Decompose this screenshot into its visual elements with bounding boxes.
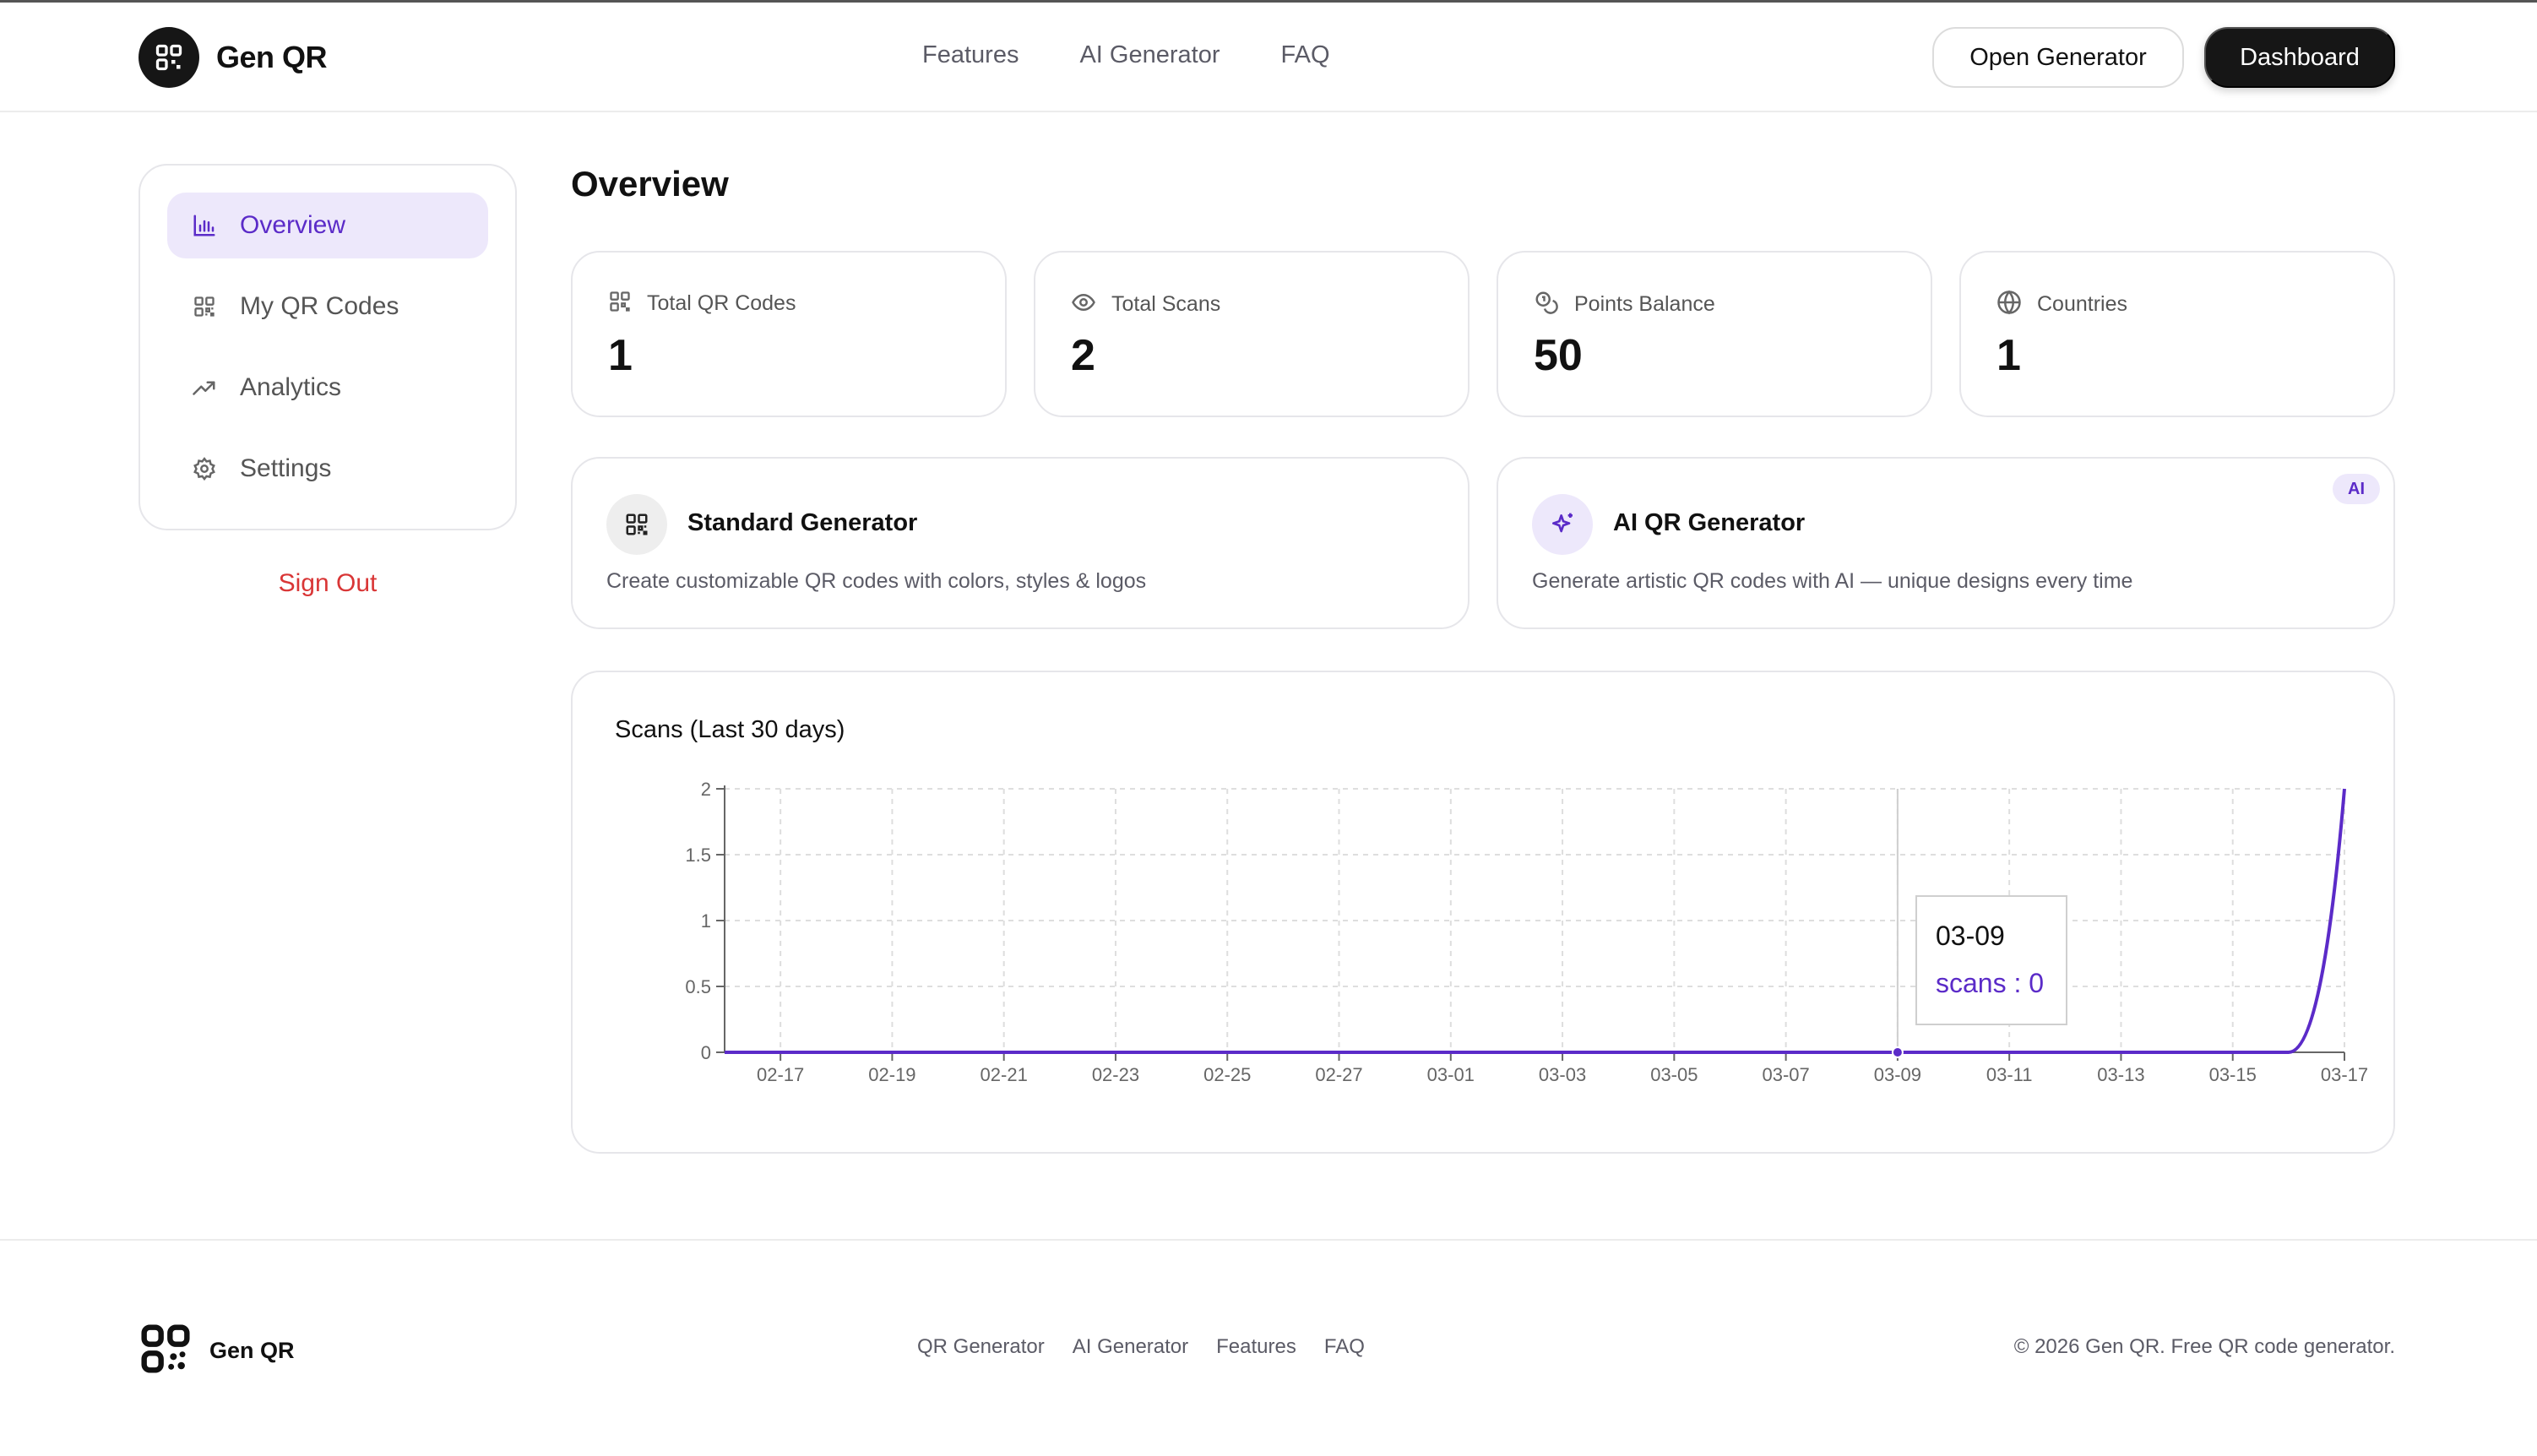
- active-data-point: [1891, 1046, 1904, 1058]
- footer-brand-name: Gen QR: [209, 1338, 295, 1363]
- qr-code-icon: [191, 293, 218, 320]
- stat-value: 1: [1996, 331, 2021, 380]
- sidebar-item-my-qr-codes[interactable]: My QR Codes: [167, 274, 488, 340]
- y-tick-label: 1: [701, 910, 711, 932]
- x-tick-label: 02-21: [981, 1064, 1028, 1085]
- stat-card-total-scans: Total Scans 2: [1034, 251, 1470, 417]
- stat-label: Total Scans: [1111, 292, 1221, 316]
- x-tick-label: 03-07: [1762, 1064, 1809, 1085]
- sparkles-icon: [1532, 494, 1593, 555]
- generator-title: AI QR Generator: [1613, 509, 1806, 536]
- x-tick-label: 02-19: [868, 1064, 915, 1085]
- x-tick-label: 02-27: [1315, 1064, 1362, 1085]
- x-tick-label: 03-13: [2097, 1064, 2144, 1085]
- tooltip-value: scans : 0: [1936, 968, 2045, 998]
- eye-icon: [1071, 290, 1096, 319]
- y-tick-label: 0.5: [685, 976, 711, 997]
- x-tick-label: 03-03: [1539, 1064, 1586, 1085]
- x-tick-label: 03-11: [1986, 1064, 2033, 1085]
- stat-label: Points Balance: [1574, 292, 1715, 316]
- footer-link-faq[interactable]: FAQ: [1323, 1335, 1365, 1358]
- ai-generator-card[interactable]: AI QR Generator Generate artistic QR cod…: [1497, 457, 2395, 629]
- sidebar-item-label: My QR Codes: [240, 292, 399, 320]
- sign-out-link[interactable]: Sign Out: [278, 569, 378, 597]
- scans-chart-card: Scans (Last 30 days) 0 0.5 1 1.5 2 02-17 02-19…: [571, 671, 2395, 1154]
- x-tick-label: 03-01: [1427, 1064, 1475, 1085]
- series-line-scans: [725, 788, 2346, 1054]
- nav-features[interactable]: Features: [922, 41, 1019, 68]
- stat-card-points-balance: Points Balance 50: [1497, 251, 1932, 417]
- x-tick-label: 03-09: [1874, 1064, 1921, 1085]
- y-tick-label: 1.5: [685, 845, 711, 866]
- footer-link-features[interactable]: Features: [1216, 1335, 1296, 1358]
- qr-logo-icon: [139, 1322, 193, 1380]
- footer-link-qr-generator[interactable]: QR Generator: [917, 1335, 1045, 1358]
- qr-code-icon: [608, 290, 632, 318]
- x-tick-label: 03-17: [2321, 1064, 2368, 1085]
- stat-value: 50: [1534, 331, 1583, 380]
- qr-logo-icon: [139, 27, 199, 88]
- x-tick-label: 03-15: [2209, 1064, 2257, 1085]
- nav-ai-generator[interactable]: AI Generator: [1079, 41, 1220, 68]
- brand-name: Gen QR: [216, 40, 328, 74]
- sidebar: Overview My QR Codes Analytics: [139, 164, 517, 530]
- chart-tooltip: 03-09 scans : 0: [1915, 895, 2067, 1025]
- footer-links: QR Generator AI Generator Features FAQ: [917, 1335, 1365, 1359]
- sidebar-item-analytics[interactable]: Analytics: [167, 355, 488, 421]
- y-tick-label: 2: [701, 779, 711, 800]
- globe-icon: [1996, 290, 2022, 319]
- trending-up-icon: [191, 374, 218, 401]
- top-border: [0, 0, 2537, 3]
- x-tick-label: 02-25: [1203, 1064, 1251, 1085]
- chart-title: Scans (Last 30 days): [615, 716, 845, 743]
- x-tick-label: 02-17: [757, 1064, 804, 1085]
- y-tick-label: 0: [701, 1042, 711, 1063]
- generator-description: Create customizable QR codes with colors…: [606, 569, 1147, 593]
- footer-link-ai-generator[interactable]: AI Generator: [1072, 1335, 1189, 1358]
- generator-description: Generate artistic QR codes with AI — uni…: [1532, 569, 2133, 593]
- scans-line-chart[interactable]: 0 0.5 1 1.5 2 02-17 02-19 02-21 02-23 02-25 02-27 0…: [573, 672, 2397, 1155]
- page-title: Overview: [571, 164, 729, 204]
- site-footer: Gen QR QR Generator AI Generator Feature…: [0, 1239, 2537, 1456]
- site-header: Gen QR Features AI Generator FAQ Open Ge…: [0, 3, 2537, 112]
- tooltip-date: 03-09: [1936, 921, 2005, 951]
- stat-value: 1: [608, 331, 633, 380]
- stat-card-countries: Countries 1: [1959, 251, 2395, 417]
- gear-icon: [191, 455, 218, 482]
- sidebar-item-settings[interactable]: Settings: [167, 436, 488, 502]
- bar-chart-icon: [191, 212, 218, 239]
- stat-value: 2: [1071, 331, 1095, 380]
- dashboard-button[interactable]: Dashboard: [2204, 27, 2395, 88]
- stat-card-total-qr-codes: Total QR Codes 1: [571, 251, 1007, 417]
- open-generator-button[interactable]: Open Generator: [1932, 27, 2184, 88]
- x-tick-label: 03-05: [1650, 1064, 1698, 1085]
- brand[interactable]: Gen QR: [139, 27, 328, 88]
- standard-generator-card[interactable]: Standard Generator Create customizable Q…: [571, 457, 1470, 629]
- coins-icon: [1534, 290, 1559, 319]
- sidebar-item-label: Overview: [240, 211, 346, 239]
- qr-code-icon: [606, 494, 667, 555]
- sidebar-item-label: Settings: [240, 454, 332, 482]
- ai-badge: AI: [2333, 474, 2380, 504]
- nav-faq[interactable]: FAQ: [1280, 41, 1330, 68]
- footer-brand[interactable]: Gen QR: [139, 1322, 295, 1380]
- sidebar-item-label: Analytics: [240, 373, 342, 401]
- stat-label: Countries: [2037, 292, 2127, 316]
- sidebar-item-overview[interactable]: Overview: [167, 193, 488, 258]
- copyright: © 2026 Gen QR. Free QR code generator.: [2013, 1335, 2395, 1358]
- main-nav: Features AI Generator FAQ: [922, 41, 1330, 69]
- generator-title: Standard Generator: [687, 509, 918, 536]
- x-tick-label: 02-23: [1092, 1064, 1139, 1085]
- stat-label: Total QR Codes: [647, 291, 796, 315]
